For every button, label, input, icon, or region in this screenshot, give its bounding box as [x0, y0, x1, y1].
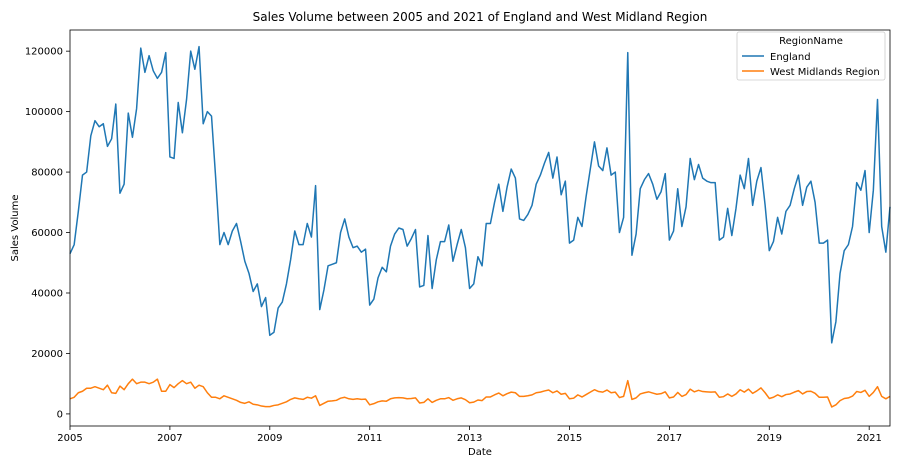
y-tick-label: 100000	[25, 107, 63, 118]
series-line-england	[69, 45, 891, 344]
legend-title: RegionName	[779, 36, 843, 47]
y-tick-label: 0	[57, 409, 63, 420]
x-tick-label: 2013	[457, 433, 482, 444]
x-tick-label: 2011	[357, 433, 382, 444]
x-tick-label: 2005	[57, 433, 82, 444]
plot-frame	[69, 29, 891, 427]
y-tick-label: 20000	[31, 349, 63, 360]
y-axis-label: Sales Volume	[10, 195, 21, 262]
x-axis-label: Date	[468, 447, 492, 458]
chart-title: Sales Volume between 2005 and 2021 of En…	[253, 10, 708, 24]
legend-box	[736, 31, 886, 81]
legend-label-west-midlands: West Midlands Region	[770, 67, 880, 78]
series-line-west-midlands-region	[69, 378, 891, 408]
x-tick-label: 2015	[557, 433, 582, 444]
legend-label-england: England	[770, 52, 811, 63]
x-tick-label: 2021	[856, 433, 881, 444]
x-tick-label: 2017	[657, 433, 682, 444]
y-axis: 0 20000 40000 60000 80000 100000 120000	[25, 47, 70, 420]
x-tick-label: 2007	[157, 433, 182, 444]
x-axis: 2005 2007 2009 2011 2013 2015 2017 2019 2021	[57, 426, 882, 444]
y-tick-label: 80000	[31, 168, 63, 179]
y-tick-label: 40000	[31, 288, 63, 299]
y-tick-label: 60000	[31, 228, 63, 239]
x-tick-label: 2009	[257, 433, 282, 444]
y-tick-label: 120000	[25, 47, 63, 58]
plot-lines	[69, 45, 891, 408]
legend: RegionName England West Midlands Region	[736, 31, 886, 81]
x-tick-label: 2019	[757, 433, 782, 444]
